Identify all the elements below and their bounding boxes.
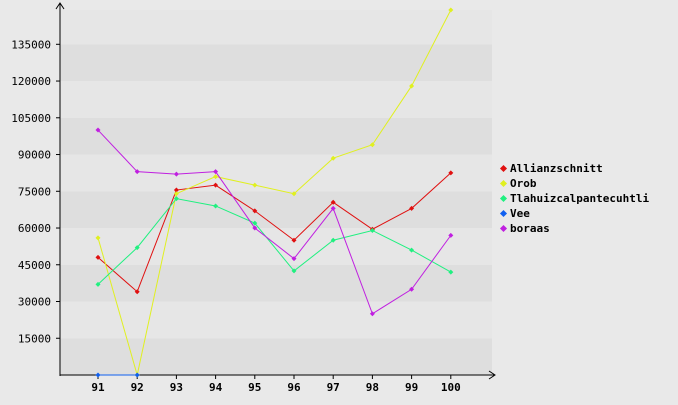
data-point: [173, 196, 179, 202]
grid-band: [60, 117, 492, 155]
y-tick-label: 120000: [11, 75, 51, 88]
y-tick-label: 105000: [11, 112, 51, 125]
data-point: [213, 169, 219, 175]
data-point: [448, 170, 454, 176]
data-point: [134, 289, 140, 295]
series-line: [97, 198, 452, 285]
data-point: [330, 199, 336, 205]
data-point: [369, 227, 375, 233]
x-tick-label: 92: [131, 381, 144, 394]
data-point: [95, 281, 101, 287]
legend-label: Allianzschnitt: [510, 162, 603, 175]
x-tick-label: 95: [248, 381, 261, 394]
x-tick-label: 97: [327, 381, 340, 394]
y-tick-label: 75000: [18, 185, 51, 198]
data-point: [173, 171, 179, 177]
data-point: [330, 237, 336, 243]
data-point: [448, 7, 454, 13]
series-line: [97, 9, 452, 376]
x-tick-label: 96: [287, 381, 301, 394]
legend-swatch: [499, 164, 508, 173]
series-line: [97, 172, 452, 293]
legend-item: Orob: [499, 176, 649, 191]
x-tick-label: 94: [209, 381, 223, 394]
x-tick-label: 100: [441, 381, 461, 394]
data-point: [213, 174, 219, 180]
data-point: [252, 182, 258, 188]
series-line: [97, 129, 452, 315]
y-tick-label: 90000: [18, 149, 51, 162]
data-point: [252, 208, 258, 214]
data-point: [409, 247, 415, 253]
data-point: [409, 286, 415, 292]
legend-label: Tlahuizcalpantecuhtli: [510, 192, 650, 205]
legend-item: Allianzschnitt: [499, 161, 649, 176]
data-point: [95, 372, 101, 378]
grid-band: [60, 10, 492, 45]
data-point: [291, 268, 297, 274]
x-tick-label: 98: [366, 381, 379, 394]
data-point: [95, 127, 101, 133]
data-point: [134, 372, 140, 378]
data-point: [173, 191, 179, 197]
x-tick-label: 93: [170, 381, 183, 394]
data-point: [252, 220, 258, 226]
y-tick-label: 60000: [18, 222, 51, 235]
grid-band: [60, 301, 492, 339]
legend-label: Orob: [510, 177, 537, 190]
legend-swatch: [499, 179, 508, 188]
data-point: [291, 256, 297, 262]
data-point: [291, 237, 297, 243]
data-point: [448, 232, 454, 238]
legend-swatch: [499, 224, 508, 233]
legend-swatch: [499, 209, 508, 218]
data-point: [252, 225, 258, 231]
data-point: [409, 83, 415, 89]
grid-band: [60, 264, 492, 302]
legend-swatch: [499, 194, 508, 203]
data-point: [330, 155, 336, 161]
data-point: [369, 142, 375, 148]
y-tick-label: 45000: [18, 259, 51, 272]
grid-band: [60, 228, 492, 265]
data-point: [369, 311, 375, 317]
y-tick-label: 135000: [11, 38, 51, 51]
y-tick-label: 30000: [18, 296, 51, 309]
y-axis-arrow: [55, 2, 65, 10]
data-point: [448, 269, 454, 275]
chart-legend: Allianzschnitt Orob Tlahuizcalpantecuhtli V…: [499, 161, 650, 236]
data-point: [213, 182, 219, 188]
data-point: [134, 245, 140, 251]
legend-item: Vee: [499, 206, 649, 221]
data-point: [134, 169, 140, 175]
data-point: [213, 203, 219, 209]
x-tick-label: 99: [405, 381, 418, 394]
x-tick-label: 91: [91, 381, 105, 394]
legend-label: Vee: [510, 207, 530, 220]
grid-band: [60, 191, 492, 229]
x-axis-arrow: [488, 370, 496, 380]
data-point: [95, 254, 101, 260]
legend-item: Tlahuizcalpantecuhtli: [499, 191, 650, 206]
data-point: [330, 205, 336, 211]
grid-band: [60, 44, 492, 82]
data-point: [95, 235, 101, 241]
legend-item: boraas: [499, 221, 649, 236]
legend-label: boraas: [510, 222, 550, 235]
data-point: [173, 187, 179, 193]
data-point: [291, 191, 297, 197]
grid-band: [60, 338, 492, 375]
y-tick-label: 15000: [18, 332, 51, 345]
grid-band: [60, 81, 492, 118]
grid-band: [60, 154, 492, 192]
data-point: [409, 205, 415, 211]
